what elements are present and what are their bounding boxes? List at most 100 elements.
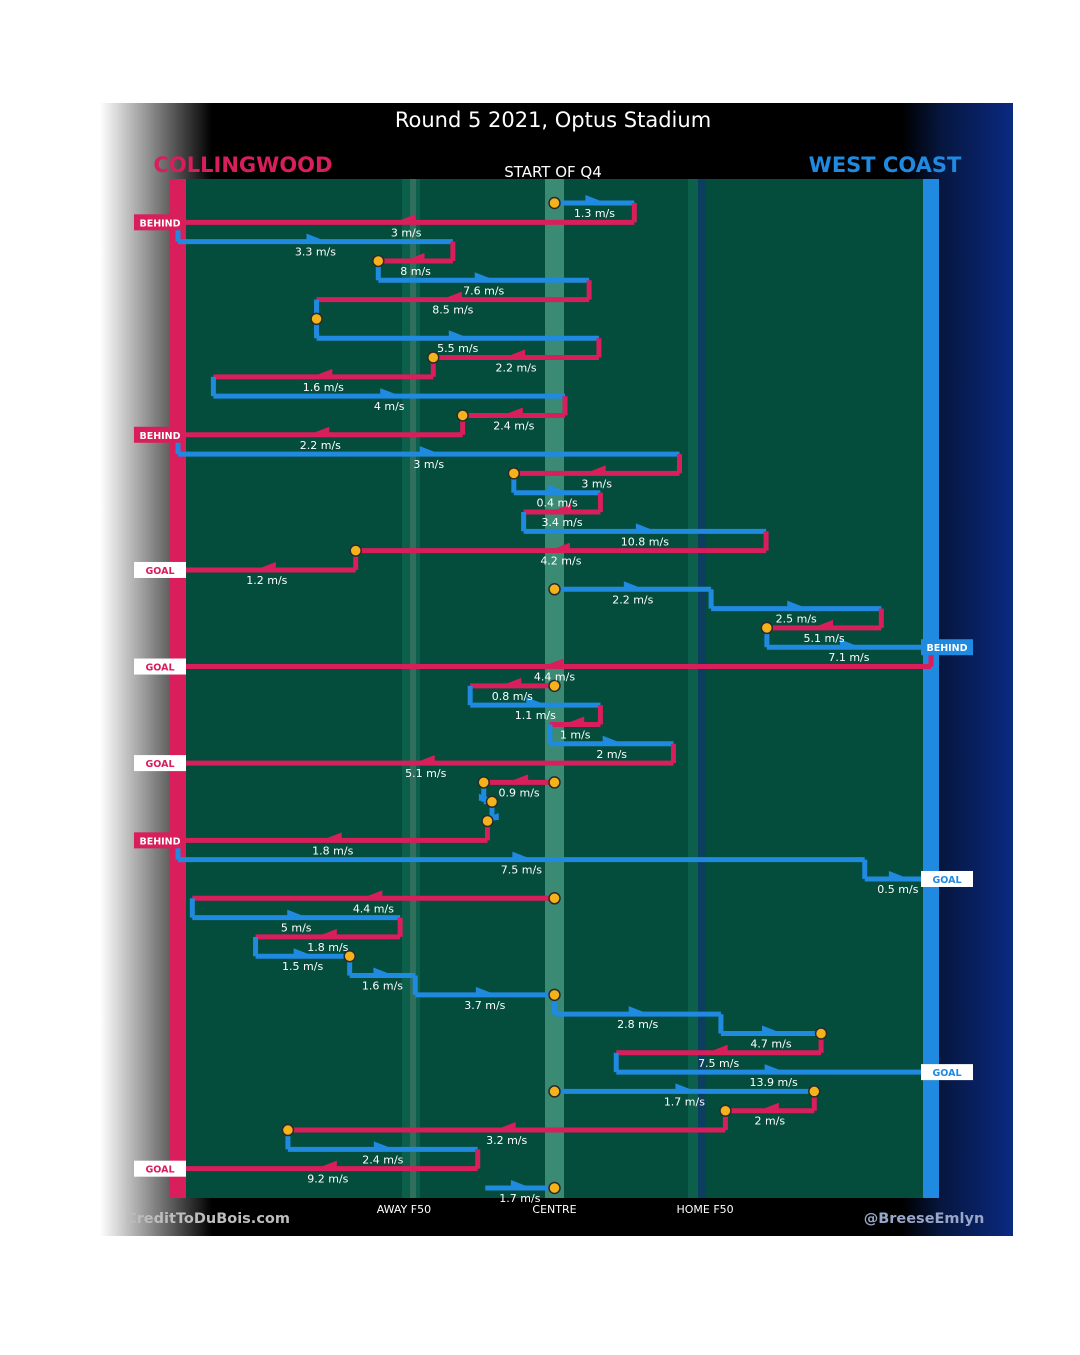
credit-right: @BreeseEmlyn	[864, 1211, 985, 1227]
speed-label: 7.6 m/s	[463, 284, 504, 297]
speed-label: 3 m/s	[413, 458, 444, 471]
direction-arrow	[497, 1122, 516, 1130]
speed-label: 2.2 m/s	[612, 593, 653, 606]
direction-arrow	[526, 697, 545, 705]
speed-label: 0.9 m/s	[499, 786, 540, 799]
direction-arrow	[448, 330, 467, 338]
speed-label: 1.2 m/s	[246, 574, 287, 587]
score-tag-label: GOAL	[145, 566, 174, 577]
direction-arrow	[787, 600, 806, 608]
stoppage-marker	[548, 583, 561, 596]
away-f50-line	[410, 179, 416, 1198]
direction-arrow	[419, 446, 438, 454]
stoppage-marker	[760, 621, 774, 635]
stoppage-marker	[507, 467, 521, 480]
speed-label: 3.7 m/s	[464, 999, 505, 1012]
stoppage-marker	[548, 1181, 561, 1195]
speed-label: 8.5 m/s	[432, 304, 473, 317]
score-tag-box	[134, 214, 186, 231]
score-tag-label: GOAL	[932, 1068, 961, 1079]
speed-label: 7.1 m/s	[828, 651, 869, 664]
direction-arrow	[602, 735, 621, 743]
direction-arrow	[373, 1141, 392, 1149]
score-tag-label: GOAL	[145, 759, 174, 770]
direction-arrow	[293, 948, 312, 956]
score-tag-box	[921, 1064, 973, 1081]
speed-label: 1.8 m/s	[307, 941, 348, 954]
speed-label: 1.5 m/s	[282, 960, 323, 973]
direction-arrow	[548, 484, 567, 492]
x-axis: AWAY F50 CENTRE HOME F50	[377, 1203, 734, 1216]
speed-label: 2.2 m/s	[496, 362, 537, 375]
speed-label: 1.6 m/s	[362, 980, 403, 993]
speed-label: 9.2 m/s	[307, 1173, 348, 1186]
speed-label: 0.8 m/s	[492, 690, 533, 703]
stoppage-marker	[808, 1085, 821, 1098]
speed-label: 2.8 m/s	[617, 1018, 658, 1031]
direction-arrow	[504, 407, 523, 415]
speed-label: 7.5 m/s	[501, 864, 542, 877]
stoppage-marker	[548, 776, 561, 789]
score-tag-label: GOAL	[932, 875, 961, 886]
score-tag-label: GOAL	[145, 663, 174, 674]
direction-arrow	[416, 755, 435, 763]
direction-arrow	[815, 619, 834, 627]
speed-label: 2.4 m/s	[362, 1153, 403, 1166]
direction-arrow	[318, 1160, 337, 1168]
stoppage-marker	[310, 312, 323, 326]
speed-label: 2.5 m/s	[776, 613, 817, 626]
speed-label: 4.4 m/s	[534, 671, 575, 684]
direction-arrow	[551, 542, 570, 550]
direction-arrow	[510, 1180, 529, 1187]
speed-label: 4.2 m/s	[540, 555, 581, 568]
speed-label: 8 m/s	[400, 265, 431, 278]
speed-label: 1.7 m/s	[499, 1192, 540, 1205]
score-tag-box	[134, 832, 186, 849]
speed-label: 10.8 m/s	[621, 535, 669, 548]
speed-label: 4.7 m/s	[750, 1037, 791, 1050]
stoppage-marker	[481, 814, 494, 828]
score-tag-box	[134, 755, 186, 772]
direction-arrow	[510, 774, 529, 782]
direction-arrow	[314, 368, 333, 376]
direction-arrow	[474, 272, 493, 280]
direction-arrow	[760, 1102, 779, 1110]
speed-label: 3 m/s	[581, 477, 612, 490]
stoppage-marker	[719, 1104, 732, 1117]
direction-arrow	[443, 291, 462, 299]
stoppage-marker	[548, 196, 561, 210]
speed-label: 3.2 m/s	[486, 1134, 527, 1147]
direction-arrow	[709, 1044, 728, 1052]
home-team-name: WEST COAST	[809, 153, 962, 177]
score-tag-box	[921, 639, 973, 656]
chart-title: Round 5 2021, Optus Stadium	[395, 108, 711, 132]
stoppage-marker	[477, 776, 490, 789]
speed-label: 2.2 m/s	[300, 439, 341, 452]
stoppage-marker	[548, 679, 561, 693]
speed-label: 4.4 m/s	[353, 902, 394, 915]
direction-arrow	[503, 677, 522, 685]
speed-labels: 1.3 m/s 3 m/s 3.3 m/s 8 m/s 7.6 m/s 8.5 m/s 5.…	[246, 207, 918, 1205]
speed-label: 7.5 m/s	[698, 1057, 739, 1070]
home-f50-line	[698, 179, 706, 1198]
direction-arrow	[397, 214, 416, 222]
speed-label: 1.7 m/s	[664, 1095, 705, 1108]
stoppage-marker	[548, 892, 561, 905]
away-team-name: COLLINGWOOD	[154, 153, 333, 177]
stoppage-marker	[456, 409, 469, 422]
score-tag-label: BEHIND	[139, 218, 180, 229]
direction-arrow	[364, 890, 383, 898]
speed-label: 3.4 m/s	[541, 516, 582, 529]
direction-arrow	[553, 504, 572, 512]
score-tags: BEHIND BEHIND GOAL BEHIND GOAL GOAL BEHIND GOAL…	[134, 214, 973, 1177]
stoppage-marker	[372, 254, 385, 268]
speed-label: 5.1 m/s	[405, 767, 446, 780]
speed-label: 2.4 m/s	[493, 419, 534, 432]
speed-label: 3.3 m/s	[295, 246, 336, 259]
direction-arrow	[628, 1006, 647, 1014]
speed-label: 2 m/s	[596, 748, 627, 761]
score-tag-label: BEHIND	[926, 643, 967, 654]
stoppage-marker	[427, 351, 440, 364]
